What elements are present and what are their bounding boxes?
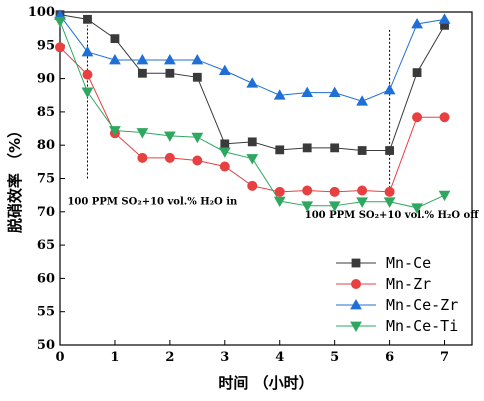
data-point-mn-zr xyxy=(302,185,313,196)
data-point-mn-ce xyxy=(275,145,285,155)
data-point-mn-ce-zr xyxy=(136,53,149,65)
y-tick-label: 70 xyxy=(37,205,55,220)
x-tick-label: 5 xyxy=(330,350,339,365)
data-point-mn-ce-ti xyxy=(301,201,314,212)
annotation-label: 100 PPM SO₂+10 vol.% H₂O off xyxy=(305,210,479,221)
data-point-mn-ce xyxy=(192,72,202,82)
legend-swatch-marker xyxy=(350,298,362,310)
y-tick-label: 50 xyxy=(37,338,55,353)
series-markers xyxy=(54,9,451,214)
legend: Mn-Ce Mn-Zr Mn-Ce-Zr Mn-Ce-Ti xyxy=(336,254,458,335)
y-tick-label: 100 xyxy=(28,5,55,20)
y-tick-label: 60 xyxy=(37,271,55,286)
data-point-mn-zr xyxy=(55,42,66,53)
data-point-mn-zr xyxy=(164,152,175,163)
data-point-mn-ce-zr xyxy=(383,83,396,95)
data-point-mn-ce-zr xyxy=(218,64,231,76)
y-tick-label: 95 xyxy=(37,38,55,53)
data-point-mn-ce xyxy=(247,137,257,147)
data-point-mn-ce xyxy=(83,14,92,24)
legend-swatch-marker xyxy=(350,321,362,333)
x-tick-label: 3 xyxy=(220,350,229,365)
x-tick-label: 7 xyxy=(440,350,449,365)
legend-swatch-marker xyxy=(350,278,361,289)
data-point-mn-ce-ti xyxy=(218,147,231,158)
y-tick-label: 55 xyxy=(37,305,55,320)
y-tick-label: 85 xyxy=(37,105,55,120)
data-point-mn-ce-ti xyxy=(273,196,286,208)
data-point-mn-zr xyxy=(439,112,450,123)
data-point-mn-ce-ti xyxy=(136,128,149,139)
legend-label: Mn-Zr xyxy=(386,275,431,293)
data-point-mn-ce-zr xyxy=(163,53,176,65)
data-point-mn-zr xyxy=(219,161,230,172)
data-point-mn-zr xyxy=(82,69,93,80)
y-tick-label: 75 xyxy=(37,172,55,187)
data-point-mn-zr xyxy=(192,155,203,166)
data-point-mn-ce-zr xyxy=(191,53,204,65)
data-point-mn-ce-zr xyxy=(246,77,259,88)
data-point-mn-zr xyxy=(412,112,423,123)
data-point-mn-ce-ti xyxy=(109,126,121,137)
data-point-mn-ce-zr xyxy=(273,89,286,100)
series-lines xyxy=(59,14,445,209)
data-point-mn-ce-ti xyxy=(163,131,176,142)
data-point-mn-ce-ti xyxy=(356,197,369,208)
x-axis-title: 时间 （小时） xyxy=(218,374,313,392)
data-point-mn-ce-ti xyxy=(246,154,259,165)
data-point-mn-ce-ti xyxy=(328,201,341,212)
series-line-mn-ce-zr xyxy=(59,15,445,102)
data-point-mn-ce-ti xyxy=(54,16,66,28)
data-point-mn-zr xyxy=(357,185,368,196)
series-line-mn-zr xyxy=(59,46,445,193)
data-point-mn-ce xyxy=(357,146,367,155)
data-point-mn-ce-ti xyxy=(438,190,451,202)
legend-label: Mn-Ce-Zr xyxy=(386,296,458,314)
data-point-mn-ce xyxy=(110,34,120,44)
data-point-mn-ce-zr xyxy=(411,17,423,29)
data-point-mn-ce xyxy=(220,139,230,149)
x-tick-label: 2 xyxy=(165,350,174,365)
data-point-mn-ce xyxy=(385,146,395,155)
data-point-mn-zr xyxy=(384,186,395,197)
data-point-mn-zr xyxy=(274,186,285,197)
data-point-mn-ce-zr xyxy=(356,95,369,106)
y-tick-label: 80 xyxy=(37,138,55,153)
axis-ticks: 0 1 2 3 4 5 6 7 50 55 60 65 70 75 80 85 90 95 100 xyxy=(28,5,449,365)
data-point-mn-zr xyxy=(137,152,148,163)
data-point-mn-ce-zr xyxy=(438,13,451,24)
data-point-mn-ce-zr xyxy=(81,45,94,57)
data-point-mn-ce xyxy=(412,68,422,78)
data-point-mn-ce-ti xyxy=(81,87,94,98)
annotations: 100 PPM SO₂+10 vol.% H₂O in 100 PPM SO₂+1… xyxy=(67,25,479,221)
data-point-mn-ce-ti xyxy=(383,197,396,208)
y-axis-title: 脱硝效率 （%） xyxy=(6,123,24,233)
data-point-mn-zr xyxy=(329,186,340,197)
legend-label: Mn-Ce xyxy=(386,254,431,272)
x-tick-label: 0 xyxy=(55,350,64,365)
legend-swatch-marker xyxy=(351,258,361,268)
y-tick-label: 90 xyxy=(37,72,55,87)
data-point-mn-ce-zr xyxy=(301,86,314,97)
x-tick-label: 4 xyxy=(275,350,284,365)
x-tick-label: 6 xyxy=(385,350,394,365)
data-point-mn-ce xyxy=(330,143,340,153)
data-point-mn-ce xyxy=(165,68,175,78)
x-tick-label: 1 xyxy=(110,350,119,365)
data-point-mn-ce-ti xyxy=(191,132,204,144)
data-point-mn-ce xyxy=(302,143,312,153)
legend-label: Mn-Ce-Ti xyxy=(386,317,458,335)
annotation-label: 100 PPM SO₂+10 vol.% H₂O in xyxy=(67,197,238,208)
y-tick-label: 65 xyxy=(37,238,55,253)
data-point-mn-ce-ti xyxy=(411,203,423,214)
data-point-mn-ce-zr xyxy=(109,53,121,65)
data-point-mn-ce-zr xyxy=(328,86,341,97)
data-point-mn-ce xyxy=(137,68,147,78)
series-line-mn-ce-ti xyxy=(59,21,445,209)
data-point-mn-zr xyxy=(247,180,258,191)
